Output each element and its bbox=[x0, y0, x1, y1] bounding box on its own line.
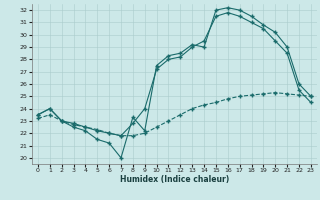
X-axis label: Humidex (Indice chaleur): Humidex (Indice chaleur) bbox=[120, 175, 229, 184]
